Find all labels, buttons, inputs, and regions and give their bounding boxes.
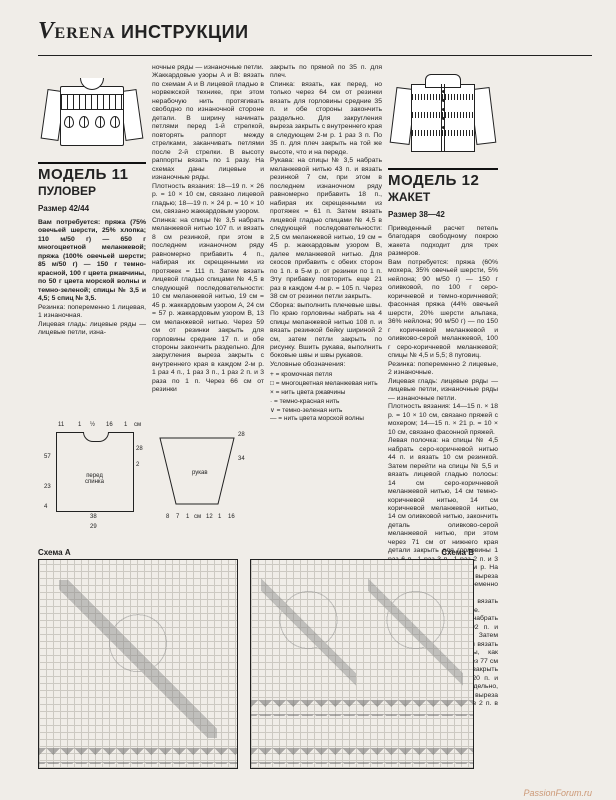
legend-row: · = темно-красная нить [270,398,382,407]
sleeve-schematic: рукав [156,434,238,510]
pullover-illustration [42,64,142,156]
watermark: PassionForum.ru [523,788,592,798]
legend-row: □ = многоцветная меланжевая нить [270,380,382,389]
legend-row: × = нить цвета ржавчины [270,389,382,398]
header-title: ИНСТРУКЦИИ [121,22,248,42]
symbol-legend: + = кромочная петля □ = многоцветная мел… [270,371,382,424]
model11-title: МОДЕЛЬ 11 [38,166,146,183]
brand-v: V [38,18,55,44]
page-header: VERENA ИНСТРУКЦИИ [38,18,592,45]
col2-text: ночные ряды — изнаночные петли. Жаккардо… [152,64,264,395]
model-rule-11 [38,162,146,164]
brand-rest: ERENA [55,25,116,42]
model12-size: Размер 38—42 [388,210,498,219]
header-rule [38,55,592,56]
model11-rib: Резинка: попеременно 1 лицевая, 1 изнано… [38,304,146,321]
chart-b [250,559,474,769]
schema-b-block: Схема B [250,542,474,769]
legend-row: + = кромочная петля [270,371,382,380]
model11-subtitle: ПУЛОВЕР [38,184,146,198]
model-rule-12 [388,168,498,170]
schema-b-label: Схема B [250,548,474,557]
model12-subtitle: ЖАКЕТ [388,190,498,204]
schema-a-block: Схема A [38,542,238,769]
cardigan-illustration [393,64,493,162]
schema-a-label: Схема A [38,548,238,557]
chart-a [38,559,238,769]
legend-row: ∨ = темно-зеленая нить [270,407,382,416]
charts-row: Схема A Схема B [38,542,474,769]
col3-text: закрыть по прямой по 35 п. для плеч. Спи… [270,64,382,369]
legend-row: — = нить цвета морской волны [270,415,382,424]
model11-materials: Вам потребуется: пряжа (75% овечьей шерс… [38,219,146,304]
schematic-diagram: 11 1 ½ 16 1 см перед спинка 57 23 4 28 2… [38,426,243,522]
model11-size: Размер 42/44 [38,204,146,213]
model12-title: МОДЕЛЬ 12 [388,172,498,189]
model11-stst: Лицевая гладь: лицевые ряды — лицевые пе… [38,321,146,338]
